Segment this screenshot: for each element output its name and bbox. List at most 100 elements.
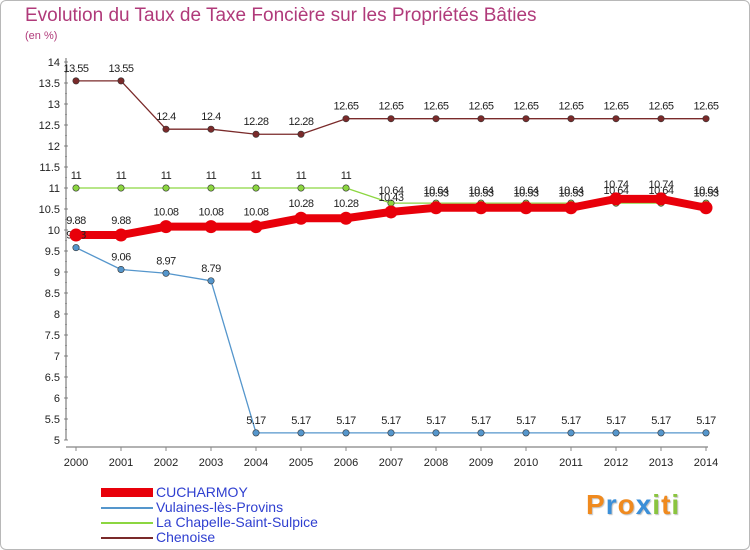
data-label-cucharmoy: 10.53	[558, 188, 583, 200]
data-point-cucharmoy	[69, 228, 83, 242]
y-tick-label: 5.5	[45, 414, 60, 426]
logo-letter: x	[635, 489, 653, 520]
data-label-la-chapelle-saint-sulpice: 10.64	[468, 185, 493, 197]
data-label-vulaines-l-s-provins: 8.97	[156, 255, 176, 267]
data-point-la-chapelle-saint-sulpice	[117, 184, 125, 192]
data-label-la-chapelle-saint-sulpice: 10.64	[513, 185, 538, 197]
legend-label: La Chapelle-Saint-Sulpice	[156, 514, 318, 530]
data-point-chenoise	[252, 130, 260, 138]
legend-label: Chenoise	[156, 529, 216, 545]
data-point-vulaines-l-s-provins	[252, 429, 260, 437]
data-point-cucharmoy	[204, 220, 218, 234]
data-point-chenoise	[522, 115, 530, 123]
legend-swatch	[101, 488, 153, 497]
data-point-vulaines-l-s-provins	[342, 429, 350, 437]
x-tick-label: 2002	[154, 457, 178, 469]
y-tick-label: 9	[54, 267, 60, 279]
data-label-vulaines-l-s-provins: 5.17	[516, 415, 536, 427]
x-tick-label: 2004	[244, 457, 268, 469]
data-label-vulaines-l-s-provins: 5.17	[426, 415, 446, 427]
data-point-cucharmoy	[564, 201, 578, 215]
data-label-chenoise: 12.28	[243, 116, 268, 128]
data-label-vulaines-l-s-provins: 5.17	[651, 415, 671, 427]
data-label-chenoise: 12.65	[558, 101, 583, 113]
y-tick-label: 6.5	[45, 372, 60, 384]
series-line-vulaines-l-s-provins	[75, 246, 707, 434]
logo-letter: o	[617, 489, 636, 520]
data-label-la-chapelle-saint-sulpice: 11	[296, 170, 307, 182]
data-label-cucharmoy: 10.74	[603, 179, 628, 191]
legend-item: Vulaines-lès-Provins	[101, 500, 318, 515]
data-label-vulaines-l-s-provins: 5.17	[696, 415, 716, 427]
y-tick-label: 9.5	[45, 246, 60, 258]
data-point-chenoise	[117, 77, 125, 85]
chart-title: Evolution du Taux de Taxe Foncière sur l…	[25, 5, 537, 26]
y-tick-label: 5	[54, 435, 60, 447]
data-point-cucharmoy	[249, 220, 263, 234]
legend-item: La Chapelle-Saint-Sulpice	[101, 515, 318, 530]
legend-item: Chenoise	[101, 530, 318, 545]
data-point-cucharmoy	[474, 201, 488, 215]
data-label-vulaines-l-s-provins: 5.17	[471, 415, 491, 427]
y-tick-label: 12.5	[39, 120, 60, 132]
x-tick-label: 2005	[289, 457, 313, 469]
data-label-la-chapelle-saint-sulpice: 11	[341, 170, 352, 182]
data-label-chenoise: 12.65	[648, 101, 673, 113]
y-tick-label: 11.5	[39, 162, 60, 174]
data-point-la-chapelle-saint-sulpice	[72, 184, 80, 192]
data-label-la-chapelle-saint-sulpice: 11	[71, 170, 82, 182]
legend-swatch	[101, 506, 153, 509]
data-point-cucharmoy	[114, 228, 128, 242]
data-point-la-chapelle-saint-sulpice	[207, 184, 215, 192]
data-label-chenoise: 12.65	[468, 101, 493, 113]
data-label-chenoise: 12.65	[603, 101, 628, 113]
y-tick-label: 7	[54, 351, 60, 363]
logo-letter: r	[605, 489, 618, 520]
y-tick-label: 13.5	[39, 78, 60, 90]
legend: CUCHARMOY Vulaines-lès-Provins La Chapelle…	[101, 485, 318, 545]
x-tick-label: 2001	[109, 457, 133, 469]
data-label-la-chapelle-saint-sulpice: 11	[251, 170, 262, 182]
y-tick-label: 7.5	[45, 330, 60, 342]
y-tick-label: 8	[54, 309, 60, 321]
x-tick-label: 2007	[379, 457, 403, 469]
data-point-vulaines-l-s-provins	[702, 429, 710, 437]
data-point-vulaines-l-s-provins	[117, 265, 125, 273]
data-label-cucharmoy: 10.53	[423, 188, 448, 200]
data-point-cucharmoy	[339, 211, 353, 225]
data-label-cucharmoy: 10.08	[198, 207, 223, 219]
data-point-cucharmoy	[519, 201, 533, 215]
x-tick-label: 2008	[424, 457, 448, 469]
y-tick-label: 14	[48, 57, 60, 69]
data-label-chenoise: 13.55	[108, 63, 133, 75]
data-label-chenoise: 12.28	[288, 116, 313, 128]
data-point-chenoise	[612, 115, 620, 123]
data-label-la-chapelle-saint-sulpice: 11	[161, 170, 172, 182]
x-tick-label: 2000	[64, 457, 88, 469]
logo-letter: i	[652, 489, 662, 520]
proxiti-logo: Proxiti	[586, 489, 680, 521]
data-label-vulaines-l-s-provins: 5.17	[336, 415, 356, 427]
data-label-cucharmoy: 9.88	[66, 215, 86, 227]
data-point-chenoise	[387, 115, 395, 123]
data-point-vulaines-l-s-provins	[522, 429, 530, 437]
data-label-la-chapelle-saint-sulpice: 10.64	[648, 185, 673, 197]
data-point-vulaines-l-s-provins	[567, 429, 575, 437]
data-label-la-chapelle-saint-sulpice: 11	[206, 170, 217, 182]
data-label-cucharmoy: 10.53	[468, 188, 493, 200]
data-label-cucharmoy: 10.43	[378, 192, 403, 204]
unit-label: (en %)	[25, 30, 58, 42]
data-point-chenoise	[72, 77, 80, 85]
data-label-chenoise: 12.65	[693, 101, 718, 113]
data-point-cucharmoy	[699, 201, 713, 215]
legend-label: CUCHARMOY	[156, 484, 248, 500]
data-label-la-chapelle-saint-sulpice: 10.64	[603, 185, 628, 197]
data-point-cucharmoy	[654, 192, 668, 206]
data-point-vulaines-l-s-provins	[297, 429, 305, 437]
data-point-cucharmoy	[609, 192, 623, 206]
data-label-cucharmoy: 10.08	[153, 207, 178, 219]
data-point-cucharmoy	[429, 201, 443, 215]
x-tick-label: 2010	[514, 457, 538, 469]
data-point-chenoise	[342, 115, 350, 123]
